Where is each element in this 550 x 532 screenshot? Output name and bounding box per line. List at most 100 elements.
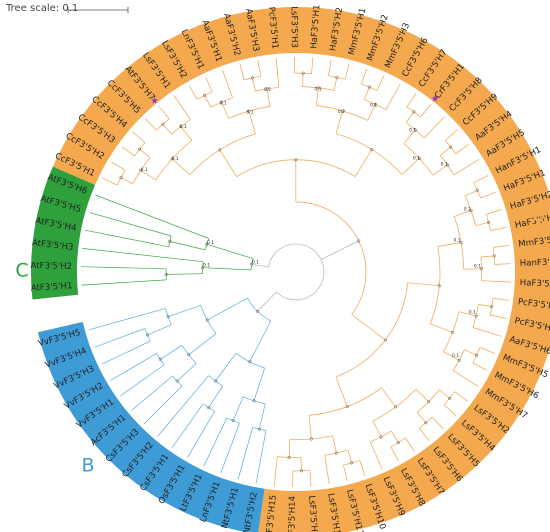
tree-branch xyxy=(228,106,270,119)
node-marker xyxy=(492,254,496,258)
node-marker xyxy=(205,242,209,246)
node-marker xyxy=(250,76,254,80)
leaf-label: AtF3'5'H3 xyxy=(31,238,73,253)
tree-branch xyxy=(473,175,489,183)
tree-branch xyxy=(277,456,302,458)
tree-branch xyxy=(253,367,266,401)
node-marker xyxy=(257,427,261,431)
node-marker xyxy=(412,110,416,114)
tree-branch xyxy=(144,328,151,342)
tree-branch xyxy=(437,242,462,247)
tree-branch xyxy=(140,170,156,181)
tree-branch xyxy=(173,95,191,120)
tree-branch xyxy=(475,222,489,227)
node-marker xyxy=(250,262,254,266)
tree-branch xyxy=(222,69,233,98)
tree-branch xyxy=(419,427,430,441)
node-marker xyxy=(119,176,123,180)
tree-branch xyxy=(309,387,382,416)
branch-value-label: 0.1 xyxy=(141,167,148,173)
tree-branch xyxy=(252,427,267,431)
tree-branch xyxy=(101,340,151,365)
leaf-label: LsF3'5'H14 xyxy=(287,496,298,532)
tree-branch xyxy=(343,460,360,466)
tree-branch xyxy=(423,116,445,139)
tree-branch xyxy=(188,333,217,356)
tree-branch xyxy=(416,412,427,423)
tree-branch xyxy=(490,314,506,319)
tree-branch xyxy=(131,375,173,411)
tree-branch xyxy=(81,266,167,270)
tree-branch xyxy=(452,349,465,371)
tree-branch xyxy=(473,182,482,199)
tree-branch xyxy=(82,248,204,263)
tree-branch xyxy=(235,353,265,369)
tree-branch xyxy=(221,101,230,119)
tree-branch xyxy=(85,229,169,248)
tree-branch xyxy=(376,75,385,91)
node-marker xyxy=(207,406,211,410)
tree-branch xyxy=(309,470,312,487)
tree-branch xyxy=(444,140,457,154)
tree-branch xyxy=(257,291,277,312)
clade-letter-A: A xyxy=(532,207,545,229)
branch-value-label: 0.1 xyxy=(180,124,187,130)
tree-branch xyxy=(288,439,291,458)
tree-branch xyxy=(157,375,209,437)
tree-branch xyxy=(472,304,480,328)
node-marker xyxy=(187,353,191,357)
tree-nodes: 0.1 0.1 0.1 0.1 0.1 0.1 0.1 0.1 0.1 0.1 0.1 0.2 0.1 0… xyxy=(119,71,496,473)
tree-branch xyxy=(167,304,201,318)
leaf-label: AtF3'5'H2 xyxy=(30,261,72,272)
tree-branch xyxy=(480,191,496,199)
tree-branch xyxy=(458,311,477,317)
tree-branch xyxy=(202,403,215,412)
node-marker xyxy=(203,93,207,97)
tree-branch xyxy=(208,385,223,408)
tree-branch xyxy=(328,59,332,76)
tree-branch xyxy=(486,209,502,215)
tree-branch xyxy=(132,131,146,143)
tree-branch xyxy=(439,389,450,399)
tree-branch xyxy=(405,437,415,452)
tree-branch xyxy=(324,455,330,485)
leaf-label: AtF3'5'H1 xyxy=(31,281,73,294)
tree-branch xyxy=(494,263,511,265)
tree-branch xyxy=(156,118,170,131)
tree-branch xyxy=(247,298,271,322)
node-marker xyxy=(487,220,491,224)
node-marker xyxy=(299,469,303,473)
tree-branch xyxy=(444,129,458,141)
tree-branch xyxy=(266,88,271,107)
branch-value-label: 0.1 xyxy=(207,240,214,246)
node-marker xyxy=(345,404,349,409)
tree-branch xyxy=(176,363,197,382)
tree-branch xyxy=(268,243,325,301)
branch-value-label: 0.1 xyxy=(314,86,321,92)
tree-branch xyxy=(332,435,337,454)
tree-branch xyxy=(472,347,481,364)
tree-branch xyxy=(171,403,204,448)
branch-value-label: 0.1 xyxy=(172,156,179,162)
tree-branch xyxy=(248,111,256,134)
tree-branch xyxy=(160,345,183,360)
node-marker xyxy=(218,148,222,152)
node-marker xyxy=(164,272,168,276)
tree-branch xyxy=(251,263,269,268)
tree-branch xyxy=(169,241,206,251)
tree-branch xyxy=(226,417,240,424)
tree-branch xyxy=(94,328,145,348)
node-marker xyxy=(469,208,473,213)
node-marker xyxy=(252,399,256,403)
tree-branch xyxy=(343,465,348,481)
node-marker xyxy=(287,455,291,459)
tree-branch xyxy=(320,240,359,260)
tree-branch xyxy=(219,149,237,177)
clade-letters: A B C xyxy=(15,207,544,477)
tree-branch xyxy=(489,298,494,316)
node-marker xyxy=(413,128,417,132)
tree-branch xyxy=(478,304,492,308)
tree-branch xyxy=(315,87,319,106)
tree-branch xyxy=(162,124,172,135)
